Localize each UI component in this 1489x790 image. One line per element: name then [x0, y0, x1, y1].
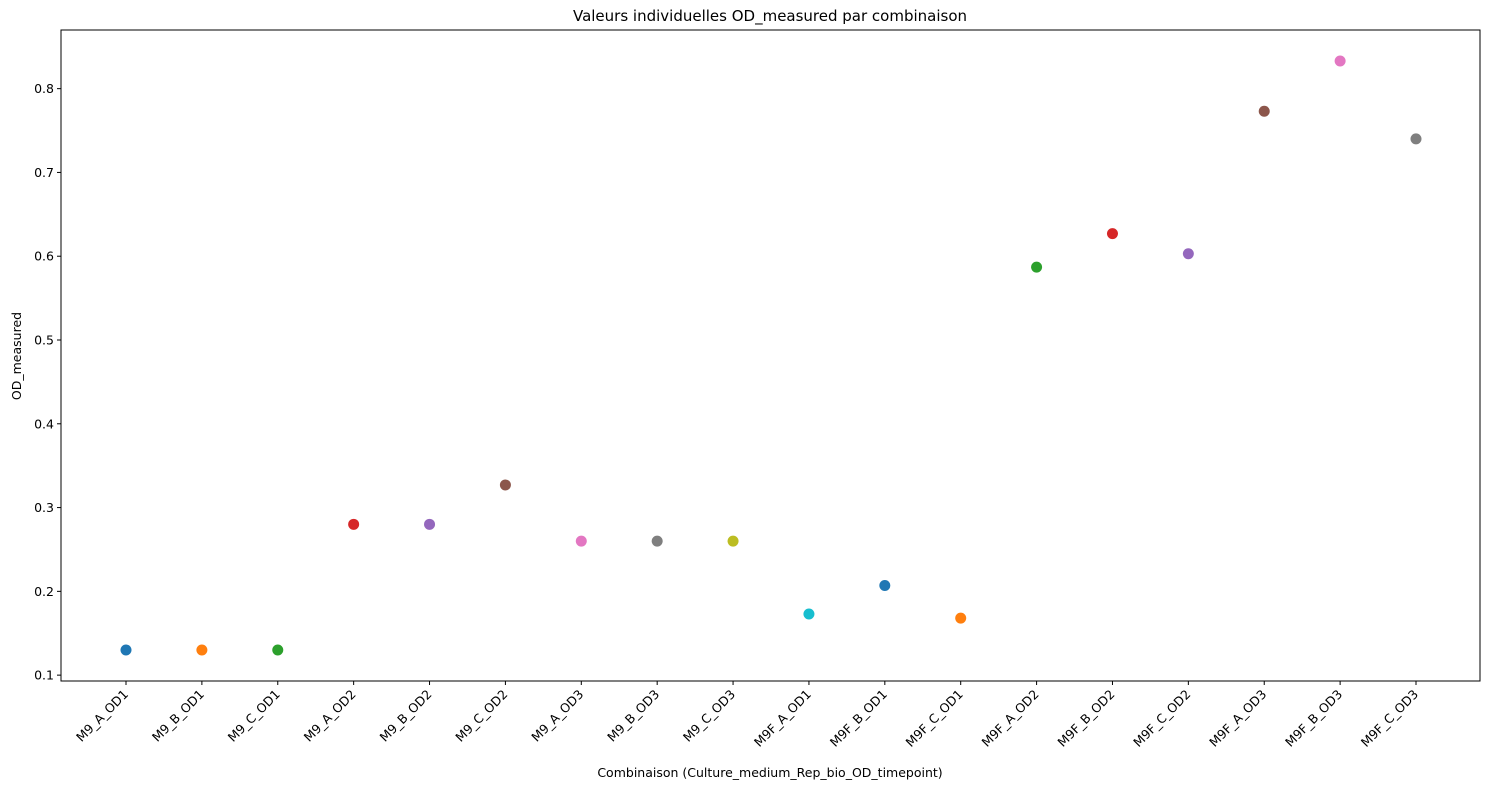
x-tick-label: M9_B_OD2 [377, 687, 435, 745]
x-tick-label: M9_C_OD3 [680, 687, 738, 745]
y-tick-label: 0.1 [34, 668, 54, 683]
x-tick-label: M9F_C_OD3 [1358, 687, 1421, 750]
y-tick-label: 0.4 [34, 416, 54, 431]
data-point [120, 644, 132, 656]
x-tick-label: M9F_B_OD3 [1282, 687, 1345, 750]
data-point [424, 518, 436, 530]
x-tick-label: M9_A_OD2 [301, 687, 359, 745]
x-tick-label: M9F_B_OD2 [1054, 687, 1117, 750]
data-points [120, 55, 1422, 656]
x-tick-label: M9F_A_OD3 [1206, 687, 1269, 750]
data-point [879, 579, 891, 591]
data-point [196, 644, 208, 656]
y-tick-label: 0.8 [34, 81, 54, 96]
x-tick-label: M9_B_OD1 [149, 687, 207, 745]
x-tick-label: M9_C_OD1 [225, 687, 283, 745]
x-axis-title: Combinaison (Culture_medium_Rep_bio_OD_t… [597, 765, 942, 780]
data-point [272, 644, 284, 656]
data-point [1106, 228, 1118, 240]
data-point [1410, 133, 1422, 145]
y-axis-ticks: 0.1 0.2 0.3 0.4 0.5 0.6 0.7 0.8 [34, 81, 61, 683]
y-tick-label: 0.6 [34, 249, 54, 264]
chart-title: Valeurs individuelles OD_measured par co… [573, 7, 967, 26]
data-point [1031, 261, 1043, 273]
x-tick-label: M9F_B_OD1 [827, 687, 890, 750]
y-tick-label: 0.2 [34, 584, 54, 599]
data-point [803, 608, 815, 620]
x-tick-label: M9F_A_OD1 [751, 687, 814, 750]
x-tick-label: M9F_C_OD2 [1130, 687, 1193, 750]
x-tick-label: M9_B_OD3 [604, 687, 662, 745]
data-point [1258, 105, 1270, 117]
data-point [348, 518, 360, 530]
y-tick-label: 0.7 [34, 165, 54, 180]
x-tick-label: M9_A_OD1 [73, 687, 131, 745]
data-point [727, 535, 739, 547]
y-tick-label: 0.3 [34, 500, 54, 515]
y-axis-title: OD_measured [9, 312, 24, 400]
x-tick-label: M9F_A_OD2 [978, 687, 1041, 750]
data-point [1182, 248, 1194, 260]
data-point [499, 479, 511, 491]
data-point [955, 612, 967, 624]
data-point [575, 535, 587, 547]
plot-frame [60, 29, 1481, 682]
x-tick-label: M9_C_OD2 [452, 687, 510, 745]
data-point [651, 535, 663, 547]
x-tick-label: M9_A_OD3 [528, 687, 586, 745]
data-point [1334, 55, 1346, 67]
x-axis-ticks: M9_A_OD1 M9_B_OD1 M9_C_OD1 M9_A_OD2 M9_B_OD2… [73, 681, 1421, 750]
y-tick-label: 0.5 [34, 333, 54, 348]
x-tick-label: M9F_C_OD1 [902, 687, 965, 750]
